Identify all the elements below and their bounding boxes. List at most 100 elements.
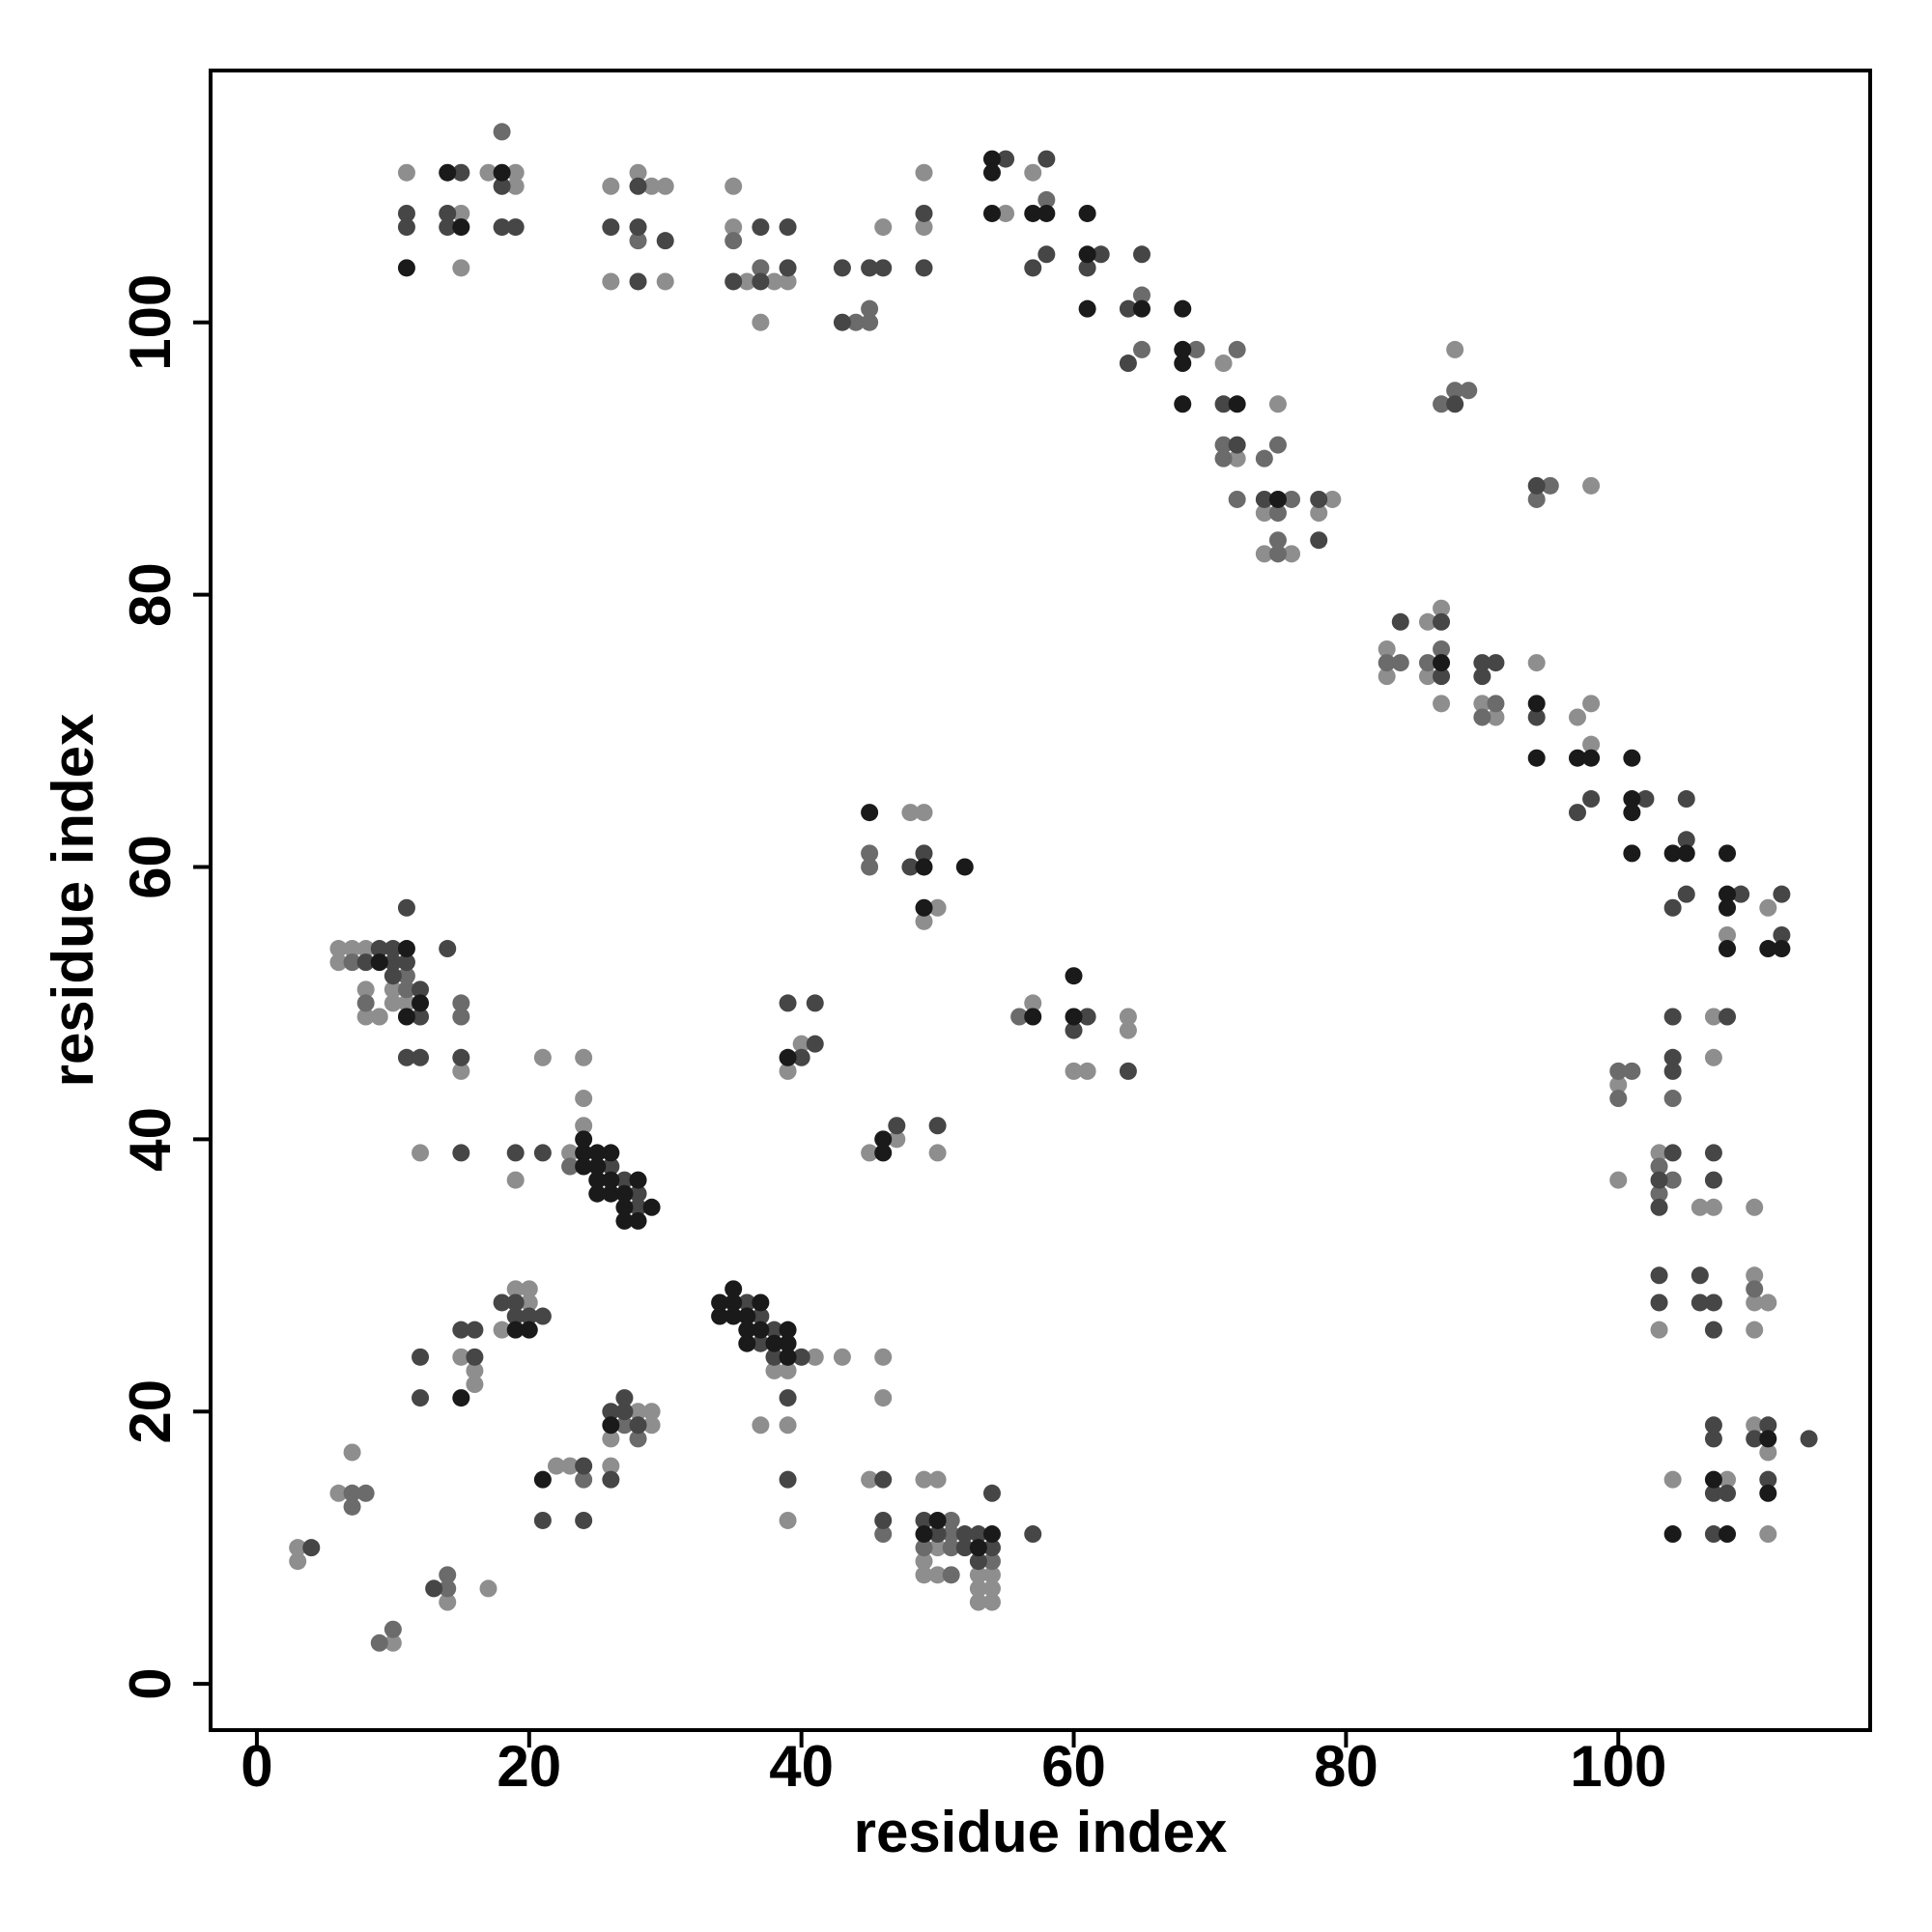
point xyxy=(779,1470,797,1489)
point xyxy=(397,967,415,985)
point xyxy=(656,177,674,195)
point xyxy=(982,1539,1001,1557)
point xyxy=(874,1144,893,1162)
point xyxy=(1310,504,1328,523)
point xyxy=(765,1361,783,1379)
point xyxy=(1609,1171,1628,1189)
point xyxy=(1704,1484,1722,1502)
point xyxy=(642,1198,661,1216)
point xyxy=(874,1389,893,1407)
point xyxy=(1174,340,1192,358)
point xyxy=(1541,476,1559,495)
point xyxy=(1663,1062,1682,1080)
point xyxy=(738,1307,756,1325)
point xyxy=(1418,668,1436,686)
point xyxy=(1568,708,1586,726)
point xyxy=(1024,1525,1042,1544)
point xyxy=(1690,1293,1709,1312)
point xyxy=(506,177,525,195)
y-axis-label: residue index xyxy=(41,714,105,1088)
point xyxy=(765,1334,783,1352)
point xyxy=(752,259,770,277)
point xyxy=(1065,1008,1083,1026)
point xyxy=(1037,204,1056,222)
point xyxy=(506,1280,525,1298)
point xyxy=(1582,476,1601,495)
point xyxy=(629,1171,647,1189)
point xyxy=(397,953,415,972)
point xyxy=(1119,1021,1137,1039)
point xyxy=(724,232,743,250)
point xyxy=(874,1130,893,1149)
point xyxy=(356,994,375,1012)
point xyxy=(1663,1048,1682,1066)
point xyxy=(1582,695,1601,713)
point xyxy=(1719,885,1737,903)
point xyxy=(506,218,525,237)
point xyxy=(356,980,375,999)
point xyxy=(1719,898,1737,917)
point xyxy=(343,1484,361,1502)
point xyxy=(452,163,470,182)
point xyxy=(861,858,879,876)
point xyxy=(629,163,647,182)
point xyxy=(928,898,947,917)
point xyxy=(915,1470,933,1489)
point xyxy=(629,1416,647,1435)
point xyxy=(997,204,1015,222)
point xyxy=(1759,898,1777,917)
point xyxy=(588,1157,607,1176)
point xyxy=(439,1593,457,1611)
point xyxy=(602,1470,620,1489)
point xyxy=(397,1048,415,1066)
point xyxy=(1065,1021,1083,1039)
point xyxy=(942,1525,960,1544)
point xyxy=(928,1566,947,1584)
point xyxy=(1623,844,1641,863)
point xyxy=(1623,749,1641,767)
point xyxy=(969,1525,987,1544)
point xyxy=(412,1048,430,1066)
point xyxy=(1663,1008,1682,1026)
point xyxy=(1024,163,1042,182)
point xyxy=(1214,355,1233,373)
point xyxy=(1568,804,1586,822)
point xyxy=(602,1457,620,1475)
point xyxy=(1391,654,1409,672)
point xyxy=(928,1525,947,1544)
point xyxy=(493,1321,511,1339)
point xyxy=(969,1579,987,1598)
point xyxy=(955,1539,974,1557)
point xyxy=(479,1579,497,1598)
point xyxy=(779,1416,797,1435)
point xyxy=(1527,749,1546,767)
x-axis-label: residue index xyxy=(854,1800,1228,1864)
point xyxy=(615,1184,634,1203)
point xyxy=(493,218,511,237)
point xyxy=(1759,1430,1777,1448)
point xyxy=(806,1035,824,1053)
point xyxy=(506,1144,525,1162)
point xyxy=(724,1307,743,1325)
point xyxy=(888,1117,906,1135)
point xyxy=(397,940,415,958)
point xyxy=(1704,1416,1722,1435)
point xyxy=(1650,1198,1668,1216)
point xyxy=(1704,1525,1722,1544)
point xyxy=(343,953,361,972)
point xyxy=(915,204,933,222)
point xyxy=(588,1171,607,1189)
point xyxy=(1119,299,1137,318)
x-tick-label: 60 xyxy=(1041,1734,1106,1799)
point xyxy=(1078,259,1096,277)
point xyxy=(1527,695,1546,713)
point xyxy=(792,1348,810,1366)
point xyxy=(1690,1198,1709,1216)
point xyxy=(1433,654,1451,672)
point xyxy=(466,1348,484,1366)
point xyxy=(901,858,920,876)
point xyxy=(1773,940,1791,958)
point xyxy=(302,1539,321,1557)
point xyxy=(1663,898,1682,917)
